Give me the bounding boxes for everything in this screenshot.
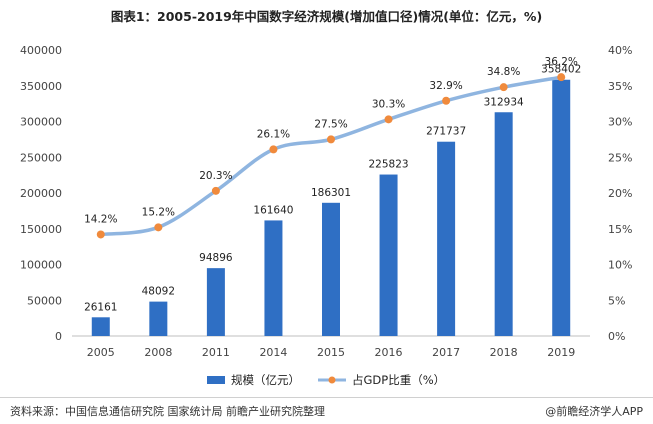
bar: [322, 202, 340, 336]
bar-value-label: 271737: [426, 126, 466, 138]
x-tick-label: 2015: [317, 346, 345, 359]
bar-value-label: 94896: [199, 252, 233, 264]
line-value-label: 20.3%: [199, 170, 232, 182]
legend-swatch-bar: [207, 376, 225, 384]
bar-value-label: 48092: [142, 286, 175, 298]
y-right-tick-label: 15%: [608, 223, 632, 236]
y-right-tick-label: 0%: [608, 330, 625, 343]
footer-divider: [0, 397, 653, 398]
y-left-tick-label: 300000: [20, 116, 62, 129]
y-left-tick-label: 400000: [20, 44, 62, 57]
bar-value-label: 186301: [311, 187, 351, 199]
source-note: 资料来源：中国信息通信研究院 国家统计局 前瞻产业研究院整理: [10, 405, 325, 418]
bar: [552, 79, 571, 337]
y-right-tick-label: 20%: [608, 187, 632, 200]
y-right-tick-label: 5%: [608, 294, 625, 307]
bar: [264, 220, 283, 336]
bar-value-label: 26161: [84, 301, 117, 313]
line-point: [327, 135, 335, 144]
y-left-tick-label: 350000: [20, 80, 62, 93]
line-point: [269, 145, 278, 154]
legend-label-line: 占GDP比重（%）: [352, 373, 445, 387]
y-right-tick-label: 40%: [608, 44, 632, 57]
x-tick-label: 2005: [87, 346, 115, 359]
line-value-label: 14.2%: [84, 213, 117, 225]
x-tick-label: 2014: [259, 346, 287, 359]
legend-marker-line: [328, 376, 336, 384]
chart-title: 图表1：2005-2019年中国数字经济规模(增加值口径)情况(单位：亿元，%): [110, 9, 543, 24]
credit-label: @前瞻经济学人APP: [545, 405, 643, 418]
bar-value-label: 225823: [369, 159, 409, 171]
bar: [206, 268, 225, 336]
bar: [494, 112, 513, 336]
line-value-label: 15.2%: [142, 206, 175, 218]
line-value-label: 26.1%: [257, 128, 290, 140]
legend-label-bar: 规模（亿元）: [231, 373, 300, 387]
y-left-tick-label: 200000: [20, 187, 62, 200]
y-right-tick-label: 35%: [608, 80, 632, 93]
line-value-label: 32.9%: [429, 80, 462, 92]
y-right-tick-label: 25%: [608, 151, 632, 164]
y-left-tick-label: 250000: [20, 151, 62, 164]
line-point: [211, 186, 220, 195]
y-right-tick-label: 10%: [608, 259, 632, 272]
x-tick-label: 2017: [432, 346, 460, 359]
line-value-label: 30.3%: [372, 98, 405, 110]
bar-value-label: 312934: [484, 96, 524, 108]
x-tick-label: 2008: [144, 346, 172, 359]
x-tick-label: 2011: [202, 346, 230, 359]
bar-value-label: 358402: [541, 64, 581, 76]
line-value-label: 34.8%: [487, 66, 520, 78]
x-tick-label: 2016: [375, 346, 403, 359]
x-tick-label: 2019: [547, 346, 575, 359]
y-right-tick-label: 30%: [608, 116, 632, 129]
line-point: [384, 115, 393, 124]
bar: [437, 141, 456, 336]
bar: [91, 317, 110, 336]
line-point: [96, 230, 105, 239]
x-tick-label: 2018: [490, 346, 518, 359]
line-point: [499, 83, 508, 92]
y-left-tick-label: 100000: [20, 259, 62, 272]
line-value-label: 36.2%: [545, 56, 578, 68]
line-point: [154, 223, 163, 232]
line-value-label: 27.5%: [314, 118, 347, 130]
line-point: [557, 73, 566, 82]
line-point: [442, 96, 451, 105]
y-left-tick-label: 50000: [27, 294, 62, 307]
bar-value-label: 161640: [253, 204, 293, 216]
bar: [379, 174, 398, 336]
y-left-tick-label: 150000: [20, 223, 62, 236]
bar: [149, 301, 168, 336]
y-left-tick-label: 0: [55, 330, 62, 343]
